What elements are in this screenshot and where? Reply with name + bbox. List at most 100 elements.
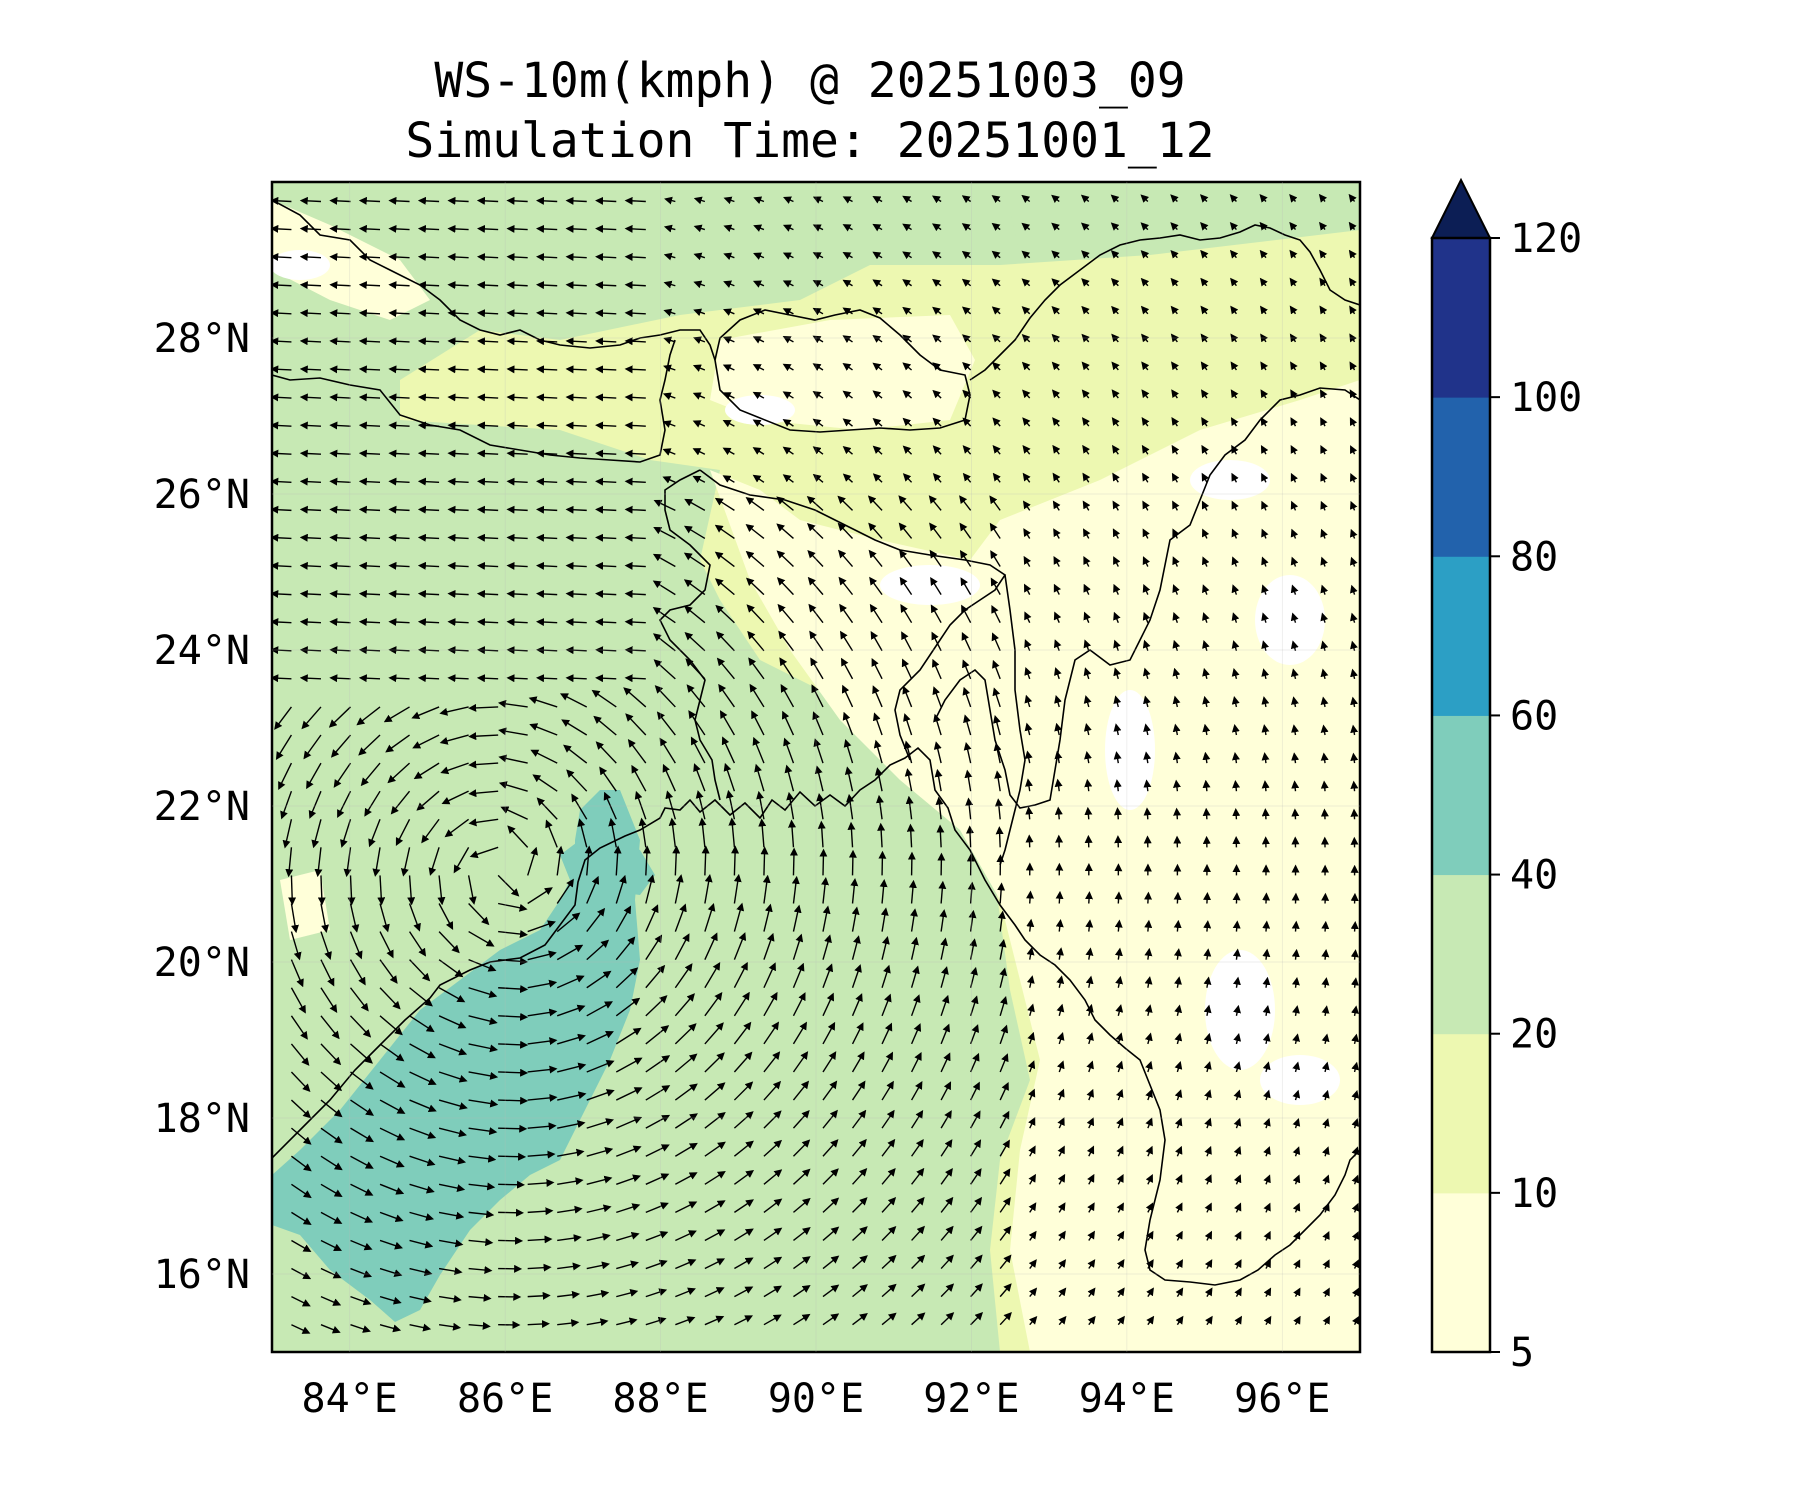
wind-arrow <box>411 706 440 719</box>
wind-arrow <box>728 817 737 848</box>
wind-arrow <box>476 505 499 514</box>
wind-arrow <box>871 658 883 680</box>
wind-vectors <box>272 193 1360 1334</box>
wind-arrow <box>532 774 558 792</box>
wind-arrow <box>638 817 647 848</box>
wind-arrow <box>851 1022 864 1045</box>
wind-arrow <box>624 618 646 627</box>
wind-arrow <box>1262 1004 1271 1016</box>
wind-arrow <box>816 792 825 820</box>
wind-arrow <box>1056 975 1065 988</box>
wind-arrow <box>1321 1061 1330 1073</box>
wind-arrow <box>1025 778 1033 792</box>
wind-arrow <box>476 421 499 430</box>
wind-arrow <box>350 1071 374 1090</box>
wind-arrow <box>1174 1117 1183 1129</box>
wind-arrow <box>625 713 647 736</box>
wind-arrow <box>498 930 528 938</box>
lon-tick-label: 94°E <box>1079 1376 1175 1422</box>
wind-arrow <box>763 932 775 960</box>
wind-arrow <box>763 962 776 989</box>
wind-arrow <box>903 713 913 736</box>
wind-arrow <box>1202 639 1210 651</box>
wind-arrow <box>330 734 352 758</box>
wind-arrow <box>734 1315 754 1326</box>
wind-arrow <box>556 912 581 933</box>
wind-arrow <box>881 964 891 988</box>
wind-arrow <box>642 845 651 876</box>
wind-arrow <box>1143 779 1152 792</box>
wind-arrow <box>272 309 292 318</box>
wind-arrow <box>653 633 676 652</box>
wind-arrow <box>930 604 942 624</box>
wind-arrow <box>631 764 647 792</box>
wind-arrow <box>1233 1004 1241 1016</box>
wind-arrow <box>1115 975 1124 988</box>
wind-arrow <box>993 714 1001 736</box>
lon-tick-label: 90°E <box>768 1376 864 1422</box>
wind-arrow <box>792 1051 809 1073</box>
wind-arrow <box>1145 1230 1154 1241</box>
wind-arrow <box>356 706 381 726</box>
wind-arrow <box>763 1314 782 1326</box>
wind-arrow <box>624 224 646 233</box>
wind-arrow <box>910 994 921 1017</box>
wind-arrow <box>808 603 824 624</box>
wind-arrow <box>793 1313 811 1326</box>
colorbar-segment <box>1432 1033 1490 1194</box>
wind-arrow <box>881 1080 894 1101</box>
wind-arrow <box>527 1291 551 1300</box>
wind-arrow <box>438 1099 468 1110</box>
wind-arrow <box>349 987 369 1012</box>
wind-arrow <box>970 1139 982 1157</box>
lon-tick-label: 92°E <box>923 1376 1019 1422</box>
wind-arrow <box>999 1139 1010 1157</box>
wind-arrow <box>358 421 381 430</box>
wind-arrow <box>438 1322 462 1331</box>
wind-arrow <box>417 533 440 542</box>
wind-arrow <box>417 618 440 627</box>
wind-arrow <box>417 309 440 318</box>
wind-arrow <box>792 1168 811 1185</box>
wind-arrow <box>447 224 469 233</box>
wind-arrow <box>1172 723 1181 736</box>
wind-arrow <box>377 875 386 906</box>
wind-arrow <box>851 964 862 988</box>
wind-arrow <box>1204 1145 1212 1157</box>
wind-arrow <box>447 505 469 514</box>
wind-arrow <box>476 224 499 233</box>
wind-arrow <box>780 683 795 708</box>
wind-arrow <box>299 646 321 655</box>
wind-arrow <box>586 1261 610 1270</box>
wind-arrow <box>1202 779 1211 792</box>
wind-arrow <box>616 1231 640 1242</box>
wind-arrow <box>933 741 942 764</box>
wind-arrow <box>1204 1259 1213 1269</box>
wind-arrow <box>1231 723 1240 736</box>
wind-arrow <box>395 818 411 846</box>
wind-arrow <box>1231 612 1240 623</box>
wind-arrow <box>1115 1060 1124 1073</box>
wind-band-20-40-patch <box>1010 200 1150 260</box>
wind-arrow <box>329 253 351 261</box>
wind-arrow <box>935 796 944 820</box>
wind-arrow <box>723 762 736 792</box>
wind-arrow <box>1174 1060 1183 1073</box>
wind-arrow <box>940 1052 951 1073</box>
wind-arrow <box>1116 1202 1124 1213</box>
wind-arrow <box>1231 668 1240 680</box>
wind-arrow <box>506 561 528 570</box>
wind-arrow <box>290 1015 308 1040</box>
wind-arrow <box>1292 1174 1301 1185</box>
wind-arrow <box>536 393 558 402</box>
wind-arrow <box>969 966 978 988</box>
wind-arrow <box>704 1229 726 1242</box>
wind-arrow <box>786 791 795 820</box>
wind-arrow <box>350 1155 374 1169</box>
wind-arrow <box>901 631 913 652</box>
wind-arrow <box>329 337 351 346</box>
wind-arrow <box>441 790 469 805</box>
wind-arrow <box>388 393 410 402</box>
wind-arrow <box>388 337 410 346</box>
wind-arrow <box>291 1155 312 1172</box>
